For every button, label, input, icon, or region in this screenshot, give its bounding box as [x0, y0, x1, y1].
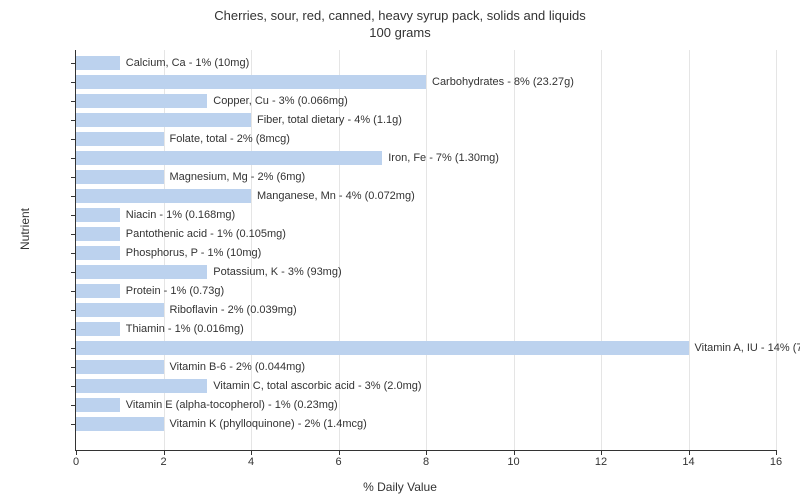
bar-row: Iron, Fe - 7% (1.30mg) [76, 151, 776, 165]
x-tick-label: 0 [73, 456, 79, 468]
grid-line [776, 50, 777, 450]
bar-label: Magnesium, Mg - 2% (6mg) [164, 170, 306, 184]
bar-fill [76, 208, 120, 222]
bar-row: Vitamin E (alpha-tocopherol) - 1% (0.23m… [76, 398, 776, 412]
chart-title-line1: Cherries, sour, red, canned, heavy syrup… [214, 8, 585, 23]
bar-label: Protein - 1% (0.73g) [120, 284, 224, 298]
bar-label: Potassium, K - 3% (93mg) [207, 265, 341, 279]
y-axis-label: Nutrient [18, 208, 32, 250]
bar-row: Copper, Cu - 3% (0.066mg) [76, 94, 776, 108]
bar-label: Folate, total - 2% (8mcg) [164, 132, 290, 146]
x-tick-mark [776, 450, 777, 455]
bar-fill [76, 132, 164, 146]
bar-row: Potassium, K - 3% (93mg) [76, 265, 776, 279]
bar-fill [76, 360, 164, 374]
x-axis-label: % Daily Value [0, 480, 800, 494]
bar-label: Vitamin E (alpha-tocopherol) - 1% (0.23m… [120, 398, 338, 412]
bar-fill [76, 170, 164, 184]
chart-title: Cherries, sour, red, canned, heavy syrup… [0, 0, 800, 42]
x-tick-label: 8 [423, 456, 429, 468]
x-tick-mark [601, 450, 602, 455]
bar-row: Fiber, total dietary - 4% (1.1g) [76, 113, 776, 127]
bar-label: Vitamin A, IU - 14% (714IU) [689, 341, 800, 355]
x-tick-label: 10 [507, 456, 519, 468]
bar-fill [76, 246, 120, 260]
bar-fill [76, 284, 120, 298]
chart-title-line2: 100 grams [369, 25, 430, 40]
bar-row: Niacin - 1% (0.168mg) [76, 208, 776, 222]
bar-label: Vitamin C, total ascorbic acid - 3% (2.0… [207, 379, 421, 393]
bar-fill [76, 151, 382, 165]
bar-row: Phosphorus, P - 1% (10mg) [76, 246, 776, 260]
x-tick-label: 16 [770, 456, 782, 468]
bar-label: Carbohydrates - 8% (23.27g) [426, 75, 574, 89]
bar-row: Vitamin C, total ascorbic acid - 3% (2.0… [76, 379, 776, 393]
bar-label: Thiamin - 1% (0.016mg) [120, 322, 244, 336]
x-tick-label: 4 [248, 456, 254, 468]
bar-fill [76, 265, 207, 279]
bar-row: Carbohydrates - 8% (23.27g) [76, 75, 776, 89]
bar-label: Vitamin B-6 - 2% (0.044mg) [164, 360, 306, 374]
bar-row: Magnesium, Mg - 2% (6mg) [76, 170, 776, 184]
bar-label: Vitamin K (phylloquinone) - 2% (1.4mcg) [164, 417, 367, 431]
x-tick-mark [339, 450, 340, 455]
x-tick-label: 12 [595, 456, 607, 468]
bar-label: Copper, Cu - 3% (0.066mg) [207, 94, 348, 108]
nutrient-chart: Cherries, sour, red, canned, heavy syrup… [0, 0, 800, 500]
bar-label: Phosphorus, P - 1% (10mg) [120, 246, 262, 260]
bar-fill [76, 94, 207, 108]
bar-fill [76, 189, 251, 203]
x-tick-mark [689, 450, 690, 455]
bar-fill [76, 303, 164, 317]
bar-label: Fiber, total dietary - 4% (1.1g) [251, 113, 402, 127]
bar-fill [76, 417, 164, 431]
x-tick-mark [426, 450, 427, 455]
bar-label: Niacin - 1% (0.168mg) [120, 208, 235, 222]
bar-fill [76, 75, 426, 89]
x-tick-label: 6 [335, 456, 341, 468]
x-tick-label: 2 [160, 456, 166, 468]
bar-row: Pantothenic acid - 1% (0.105mg) [76, 227, 776, 241]
bar-fill [76, 56, 120, 70]
bar-row: Vitamin B-6 - 2% (0.044mg) [76, 360, 776, 374]
x-tick-mark [251, 450, 252, 455]
x-tick-mark [76, 450, 77, 455]
bar-fill [76, 398, 120, 412]
bar-label: Riboflavin - 2% (0.039mg) [164, 303, 297, 317]
bar-fill [76, 113, 251, 127]
bar-row: Thiamin - 1% (0.016mg) [76, 322, 776, 336]
x-tick-mark [514, 450, 515, 455]
bar-row: Protein - 1% (0.73g) [76, 284, 776, 298]
bar-label: Iron, Fe - 7% (1.30mg) [382, 151, 499, 165]
x-tick-label: 14 [682, 456, 694, 468]
bar-label: Calcium, Ca - 1% (10mg) [120, 56, 249, 70]
bar-fill [76, 227, 120, 241]
bar-row: Vitamin K (phylloquinone) - 2% (1.4mcg) [76, 417, 776, 431]
x-tick-mark [164, 450, 165, 455]
bar-fill [76, 322, 120, 336]
bar-fill [76, 379, 207, 393]
bar-label: Pantothenic acid - 1% (0.105mg) [120, 227, 286, 241]
bar-row: Folate, total - 2% (8mcg) [76, 132, 776, 146]
bar-row: Vitamin A, IU - 14% (714IU) [76, 341, 776, 355]
bar-row: Riboflavin - 2% (0.039mg) [76, 303, 776, 317]
bar-row: Calcium, Ca - 1% (10mg) [76, 56, 776, 70]
bar-label: Manganese, Mn - 4% (0.072mg) [251, 189, 415, 203]
bar-row: Manganese, Mn - 4% (0.072mg) [76, 189, 776, 203]
plot-area: 0246810121416Calcium, Ca - 1% (10mg)Carb… [75, 50, 776, 451]
bar-fill [76, 341, 689, 355]
